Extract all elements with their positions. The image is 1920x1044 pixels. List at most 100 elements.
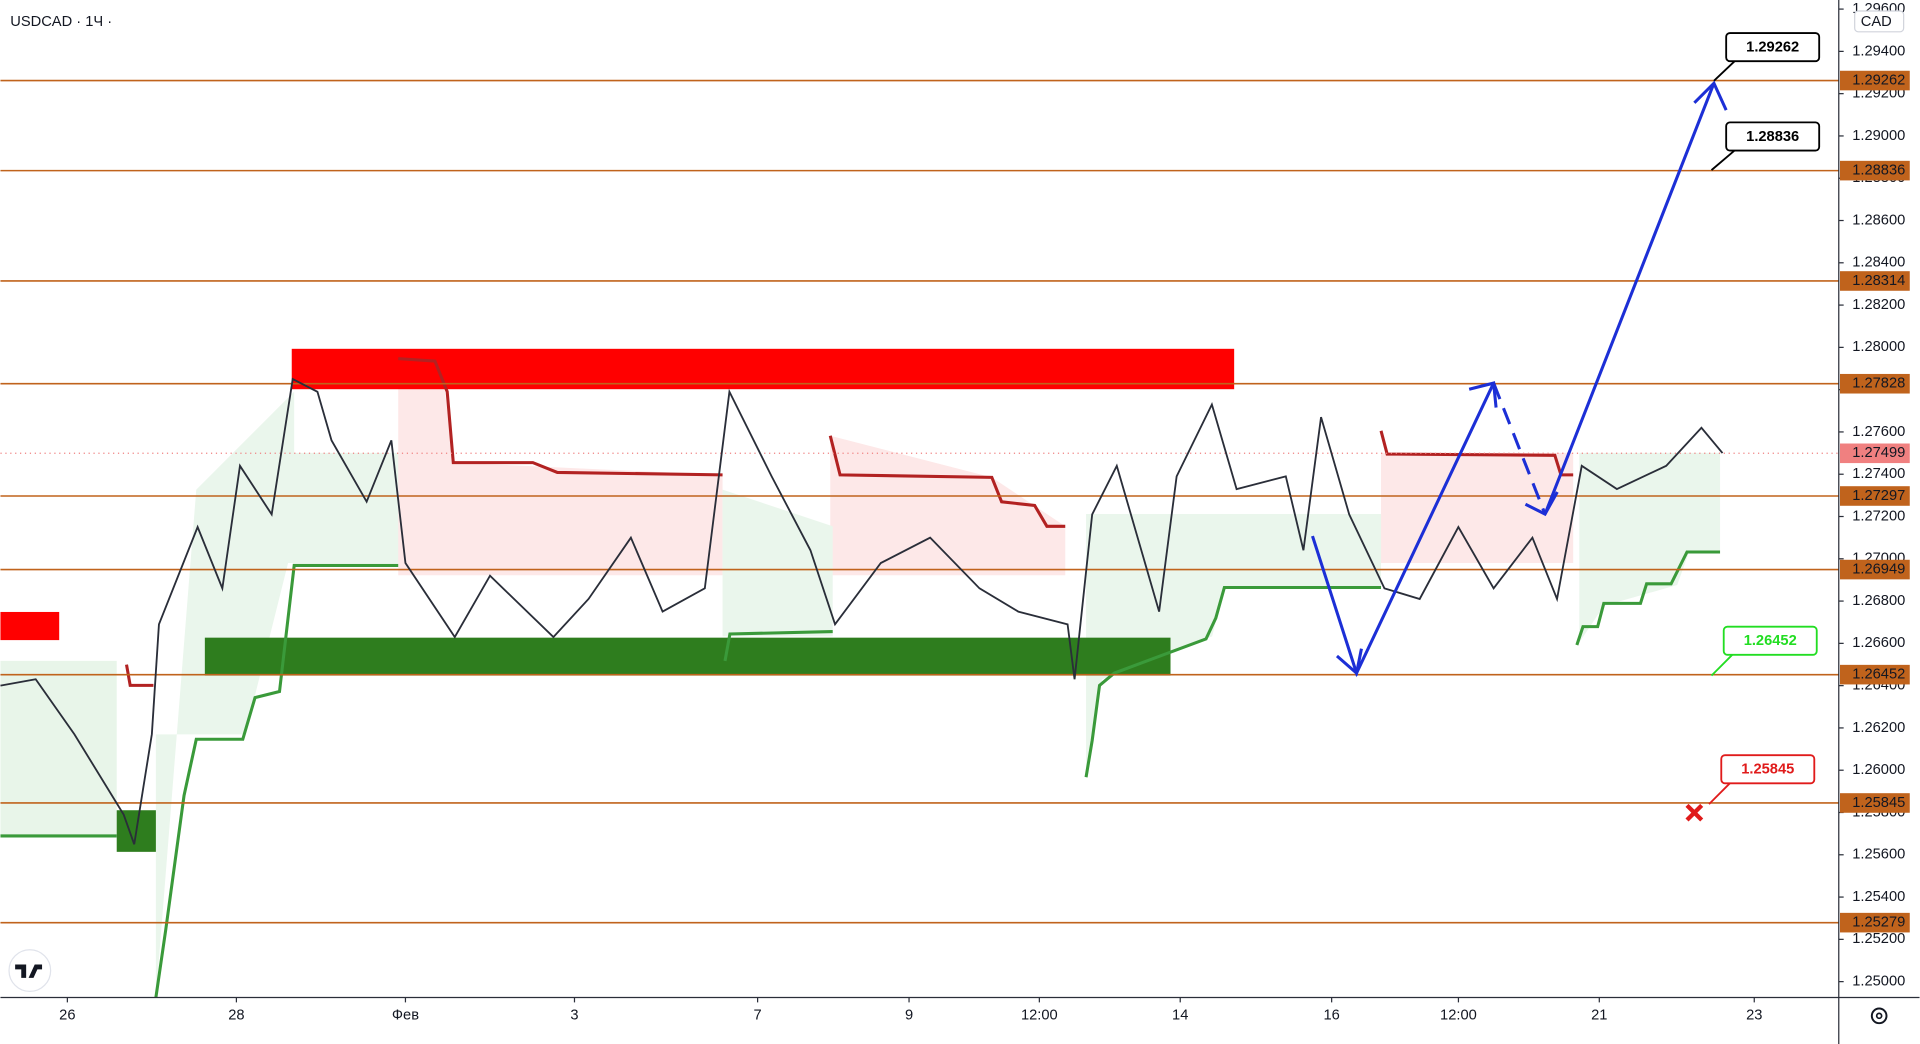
y-tick-label: 1.28600 xyxy=(1852,212,1905,228)
last-price-label: 1.27499 xyxy=(1852,445,1905,461)
y-tick-label: 1.26600 xyxy=(1852,635,1905,651)
level-label-box xyxy=(1839,271,1910,291)
stop-line xyxy=(125,664,154,687)
time-axis xyxy=(0,997,1920,1044)
x-tick-label: 3 xyxy=(570,1008,578,1024)
callout-label: 1.28836 xyxy=(1746,129,1799,145)
stop-line xyxy=(723,630,833,662)
support-zone xyxy=(204,637,1171,676)
gear[interactable] xyxy=(1870,1007,1888,1025)
x-tick-label: 12:00 xyxy=(1440,1008,1477,1024)
stop-line xyxy=(1084,585,1382,778)
x-tick-label: 23 xyxy=(1746,1008,1762,1024)
y-tick-label: 1.25200 xyxy=(1852,931,1905,947)
y-tick-label: 1.26000 xyxy=(1852,762,1905,778)
y-tick-label: 1.27600 xyxy=(1852,424,1905,440)
axis-labels: 1.250001.252001.254001.256001.258001.260… xyxy=(59,1,1910,1024)
level-label: 1.27828 xyxy=(1852,376,1905,392)
currency-label[interactable]: CAD xyxy=(1861,14,1892,30)
green-shade xyxy=(722,489,833,637)
y-tick-label: 1.25400 xyxy=(1852,889,1905,905)
y-tick-label: 1.29400 xyxy=(1852,43,1905,59)
callout-label: 1.25845 xyxy=(1741,762,1794,778)
red-shade xyxy=(830,435,1066,576)
logo xyxy=(8,949,52,992)
projection-arrow xyxy=(1492,382,1547,515)
level-label: 1.26949 xyxy=(1852,561,1905,577)
last-price-box xyxy=(1839,443,1910,464)
y-tick-label: 1.26800 xyxy=(1852,593,1905,609)
arrow-head xyxy=(1335,648,1363,677)
arrow-head xyxy=(1468,381,1498,408)
y-tick-label: 1.28000 xyxy=(1852,339,1905,355)
level-label: 1.26452 xyxy=(1852,667,1905,683)
green-shade xyxy=(1086,514,1382,778)
chart-title: USDCAD · 1Ч · xyxy=(10,14,112,30)
level-label: 1.27297 xyxy=(1852,488,1905,504)
level-label-box xyxy=(1839,912,1910,933)
y-tick-label: 1.28200 xyxy=(1852,297,1905,313)
level-label: 1.25279 xyxy=(1852,915,1905,931)
level-label-box xyxy=(1839,664,1910,685)
y-tick-label: 1.29000 xyxy=(1852,128,1905,144)
callout-pointer xyxy=(1713,59,1737,82)
currency-button[interactable] xyxy=(1854,10,1905,33)
x-tick-label: 9 xyxy=(905,1008,913,1024)
callout-label: 1.29262 xyxy=(1746,40,1799,56)
y-tick-label: 1.25600 xyxy=(1852,847,1905,863)
y-tick-label: 1.26200 xyxy=(1852,720,1905,736)
projection-arrow xyxy=(1543,82,1716,515)
callout-pointer xyxy=(1708,781,1732,805)
x-tick-label: 21 xyxy=(1591,1008,1607,1024)
stop-line xyxy=(828,435,1066,528)
x-tick-label: 14 xyxy=(1172,1008,1188,1024)
resistance-zone xyxy=(291,348,1235,390)
resistance-zone xyxy=(0,611,60,641)
level-label-box xyxy=(1839,373,1910,394)
level-label: 1.25845 xyxy=(1852,795,1905,811)
settings-icon[interactable] xyxy=(1870,1007,1888,1025)
stop-line xyxy=(1575,550,1721,646)
callout-label: 1.26452 xyxy=(1744,633,1797,649)
x-tick-label: 16 xyxy=(1323,1008,1339,1024)
level-label-box xyxy=(1839,486,1910,506)
red-shade xyxy=(398,358,723,576)
y-tick-label: 1.25000 xyxy=(1852,974,1905,990)
callout-box xyxy=(1720,754,1816,785)
stop-line xyxy=(398,357,723,477)
x-tick-label: 26 xyxy=(59,1008,75,1024)
level-label-box xyxy=(1839,70,1910,91)
y-tick-label: 1.27200 xyxy=(1852,508,1905,524)
x-tick-label: 28 xyxy=(228,1008,244,1024)
level-label-box xyxy=(1839,160,1910,181)
x-tick-label: 12:00 xyxy=(1021,1008,1058,1024)
x-tick-label: Фев xyxy=(392,1008,419,1024)
y-tick-label: 1.28400 xyxy=(1852,255,1905,271)
logo-mark xyxy=(15,964,43,978)
y-tick-label: 1.27400 xyxy=(1852,466,1905,482)
level-label: 1.28314 xyxy=(1852,273,1905,289)
level-label-box xyxy=(1839,559,1910,580)
level-label: 1.28836 xyxy=(1852,162,1905,178)
level-label-box xyxy=(1839,793,1910,813)
stop-line xyxy=(1379,430,1574,477)
callout-pointer xyxy=(1710,148,1737,171)
green-shade xyxy=(0,660,117,836)
gear-hub[interactable] xyxy=(1875,1012,1883,1020)
callout-pointer xyxy=(1710,652,1735,677)
arrow-head xyxy=(1693,80,1728,111)
arrow-head xyxy=(1524,491,1559,517)
plot: 1.29262 1.28836 1.26452 1.25845 xyxy=(0,32,1839,924)
level-label: 1.29262 xyxy=(1852,72,1905,88)
red-shade xyxy=(1381,452,1574,564)
price-line xyxy=(0,377,1724,845)
green-shade xyxy=(1579,452,1721,643)
x-tick-label: 7 xyxy=(754,1008,762,1024)
green-shade xyxy=(155,391,405,998)
logo-badge xyxy=(8,949,52,992)
callout-box xyxy=(1725,121,1821,152)
stop-cross xyxy=(1685,803,1704,822)
callout-box xyxy=(1722,625,1818,656)
